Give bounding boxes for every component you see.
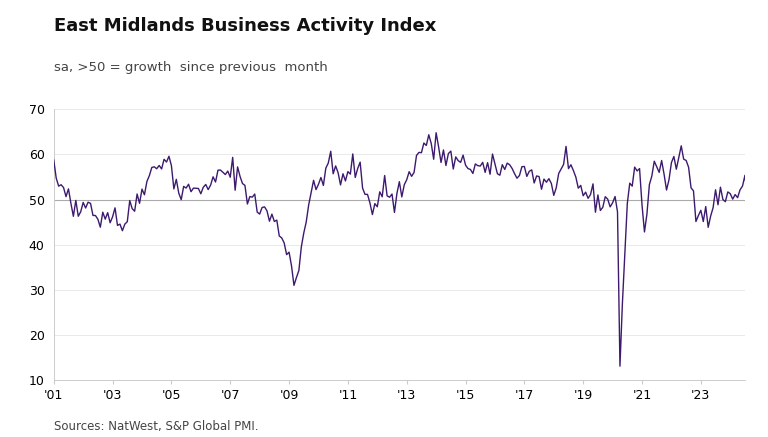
Text: sa, >50 = growth  since previous  month: sa, >50 = growth since previous month xyxy=(54,61,327,74)
Text: Sources: NatWest, S&P Global PMI.: Sources: NatWest, S&P Global PMI. xyxy=(54,420,258,433)
Text: East Midlands Business Activity Index: East Midlands Business Activity Index xyxy=(54,17,436,35)
